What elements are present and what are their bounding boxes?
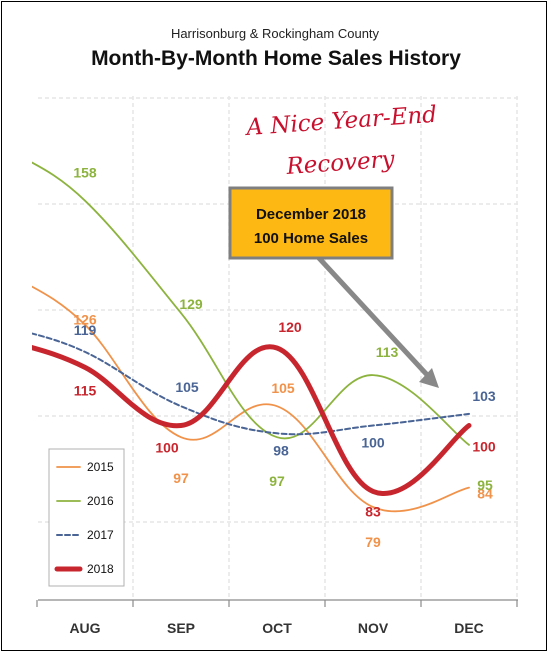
legend-label: 2016 bbox=[87, 494, 114, 508]
annotation-note-line2: Recovery bbox=[285, 146, 397, 180]
annotation-note-line1: A Nice Year-End bbox=[244, 102, 438, 141]
legend-label: 2018 bbox=[87, 562, 114, 576]
data-label-2015: 97 bbox=[173, 470, 189, 486]
data-label-2016: 97 bbox=[269, 473, 285, 489]
data-label-2017: 105 bbox=[175, 379, 199, 395]
data-label-2018: 120 bbox=[278, 319, 302, 335]
x-tick-label: NOV bbox=[358, 620, 389, 636]
data-label-2016: 95 bbox=[477, 477, 493, 493]
legend: 2015 2016 2017 2018 bbox=[48, 448, 125, 587]
data-label-2018: 83 bbox=[365, 503, 381, 519]
callout-line2: 100 Home Sales bbox=[254, 230, 368, 247]
legend-label: 2015 bbox=[87, 460, 114, 474]
chart-title: Month-By-Month Home Sales History bbox=[91, 47, 461, 70]
callout-arrowhead bbox=[419, 368, 439, 388]
data-label-2015: 84 bbox=[477, 486, 493, 502]
data-label-2018: 100 bbox=[472, 439, 496, 455]
callout-box bbox=[228, 186, 394, 260]
series-lines bbox=[32, 161, 472, 513]
callout-line1: December 2018 bbox=[256, 206, 366, 223]
x-tick-label: OCT bbox=[262, 620, 292, 636]
data-label-2018: 100 bbox=[155, 440, 179, 456]
series-line-2017 bbox=[32, 332, 470, 436]
legend-label: 2017 bbox=[87, 528, 114, 542]
data-label-2016: 158 bbox=[73, 165, 97, 181]
legend-box bbox=[48, 448, 125, 587]
series-line-2016 bbox=[32, 161, 470, 446]
x-axis: AUG SEP OCT NOV DEC bbox=[36, 599, 518, 636]
data-label-2016: 113 bbox=[376, 344, 399, 360]
series-line-2018 bbox=[32, 344, 472, 496]
data-label-2018: 115 bbox=[74, 382, 97, 398]
chart-subtitle: Harrisonburg & Rockingham County bbox=[171, 26, 380, 41]
data-label-2017: 100 bbox=[361, 435, 385, 451]
series-line-2015 bbox=[32, 285, 470, 513]
data-label-2015: 126 bbox=[73, 312, 97, 328]
gridlines bbox=[38, 96, 518, 600]
callout-arrow bbox=[316, 255, 432, 380]
x-tick-label: DEC bbox=[454, 620, 484, 636]
data-label-2017: 119 bbox=[74, 322, 97, 338]
data-label-2015: 79 bbox=[365, 534, 381, 550]
data-label-2017: 103 bbox=[472, 388, 496, 404]
data-label-2017: 98 bbox=[273, 442, 289, 458]
data-labels: 126 97 105 79 84 158 129 97 113 95 119 105 98 100 103 1… bbox=[73, 165, 496, 550]
x-tick-label: AUG bbox=[69, 620, 100, 636]
data-label-2015: 105 bbox=[271, 380, 295, 396]
x-tick-label: SEP bbox=[167, 620, 195, 636]
data-label-2016: 129 bbox=[179, 296, 203, 312]
